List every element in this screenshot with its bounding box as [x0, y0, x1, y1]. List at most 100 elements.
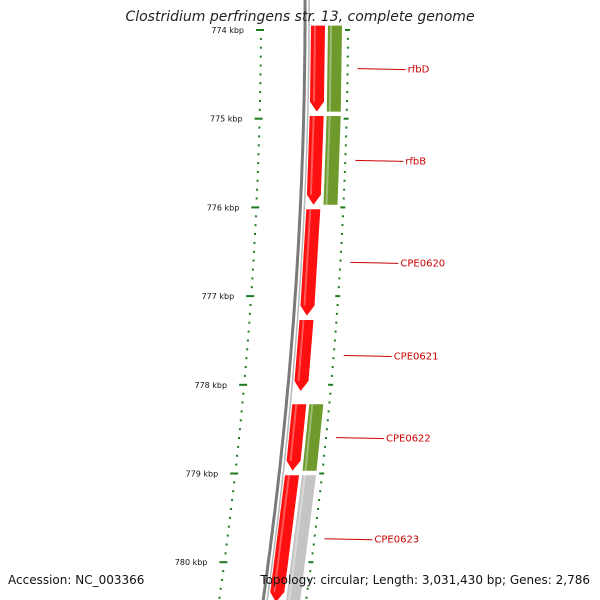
cog-track-green	[326, 25, 342, 112]
label-leaders	[324, 68, 406, 541]
tick-dot-right	[317, 508, 320, 510]
tick-dot-right	[309, 570, 312, 573]
gene-arrow-highlight	[273, 475, 290, 593]
tick-dot-right	[339, 259, 342, 262]
tick-dot-right	[338, 268, 341, 271]
tick-dot-left	[251, 277, 254, 280]
tick-dots	[218, 37, 349, 599]
tick-dot-left	[256, 179, 259, 182]
tick-dot-right	[325, 437, 327, 439]
tick-major-right	[345, 29, 350, 31]
tick-dot-right	[340, 241, 343, 244]
tick-dot-right	[344, 153, 347, 156]
gene-arrow	[300, 209, 321, 316]
tick-dot-left	[252, 259, 255, 262]
gene-label: CPE0620	[400, 258, 445, 269]
cog-track-highlight	[288, 475, 306, 600]
tick-dot-right	[342, 197, 345, 200]
tick-dot-right	[343, 179, 346, 182]
gene-arrow-highlight	[297, 319, 305, 382]
label-leader	[355, 159, 404, 162]
tick-dot-left	[254, 233, 256, 235]
tick-dot-right	[308, 578, 310, 581]
tick-dot-right	[312, 543, 315, 546]
cog-track-green	[323, 116, 341, 205]
label-leader	[343, 355, 392, 357]
tick-dot-right	[313, 534, 316, 537]
footer-bar: Accession: NC_003366 Topology: circular;…	[0, 573, 600, 593]
tick-dot-left	[247, 330, 250, 333]
tick-dot-left	[254, 224, 257, 227]
tick-dot-left	[253, 241, 256, 244]
tick-dot-right	[344, 144, 347, 147]
tick-dot-right	[331, 366, 334, 369]
tick-dot-right	[341, 224, 344, 227]
tick-dot-left	[240, 410, 243, 413]
label-leader	[357, 68, 406, 71]
gene-arrow	[270, 475, 299, 600]
tick-dot-right	[324, 445, 327, 448]
gene-arrow	[306, 116, 324, 205]
gene-label: rfbD	[408, 65, 430, 76]
tick-dot-left	[236, 454, 239, 457]
tick-label: 775 kbp	[210, 115, 243, 124]
tick-dot-right	[345, 126, 348, 129]
cog-track-highlight	[328, 25, 332, 112]
tick-dot-right	[306, 587, 309, 590]
tick-dot-left	[258, 135, 261, 138]
tick-dot-left	[238, 428, 241, 431]
tick-dot-left	[259, 37, 262, 40]
tick-dot-left	[259, 82, 262, 85]
tick-dot-left	[257, 162, 260, 165]
gene-label: CPE0622	[386, 434, 431, 445]
gene-arrow-highlight	[309, 116, 315, 195]
tick-dot-left	[246, 339, 249, 342]
feature-tracks	[261, 0, 342, 600]
tick-dot-left	[246, 348, 249, 351]
tick-dot-right	[319, 490, 322, 493]
map-title: Clostridium perfringens str. 13, complet…	[125, 9, 475, 25]
topology-text: Topology: circular; Length: 3,031,430 bp…	[260, 573, 590, 587]
tick-dot-left	[218, 596, 221, 599]
tick-dot-right	[325, 428, 328, 431]
tick-dot-right	[346, 55, 349, 58]
tick-dot-left	[257, 153, 260, 156]
label-leader	[335, 437, 385, 440]
tick-dot-right	[305, 596, 308, 599]
tick-dot-right	[346, 64, 349, 67]
tick-dot-left	[259, 100, 261, 102]
tick-dot-left	[249, 304, 252, 306]
tick-dot-right	[343, 170, 346, 173]
label-leader	[324, 538, 373, 541]
tick-dot-left	[254, 215, 257, 218]
tick-dot-left	[232, 490, 235, 493]
tick-major-left	[256, 29, 264, 31]
tick-dot-right	[337, 286, 340, 289]
tick-dot-right	[316, 516, 318, 519]
tick-dot-right	[320, 481, 323, 484]
tick-dot-right	[341, 215, 344, 218]
tick-dot-left	[235, 463, 238, 466]
tick-dot-left	[248, 321, 251, 324]
tick-dot-right	[346, 37, 349, 40]
tick-dot-right	[346, 82, 349, 85]
gene-arrow	[294, 320, 314, 391]
tick-dot-right	[333, 339, 336, 342]
tick-dot-right	[335, 321, 338, 324]
tick-dot-left	[224, 552, 227, 555]
gene-arrow-highlight	[313, 25, 316, 102]
tick-dot-left	[257, 144, 260, 147]
tick-dot-left	[230, 508, 233, 510]
tick-marks: 774 kbp 775 kbp 776 kbp 777 kbp 778 kbp 779 k…	[175, 26, 350, 567]
tick-dot-right	[326, 419, 329, 422]
gene-label: rfbB	[405, 156, 426, 167]
tick-dot-left	[259, 64, 262, 67]
tick-major-left	[239, 383, 248, 386]
tick-dot-right	[346, 46, 349, 49]
tick-dot-left	[241, 401, 244, 404]
tick-dot-right	[341, 233, 343, 235]
tick-dot-left	[248, 312, 251, 315]
tick-dot-left	[256, 188, 259, 191]
tick-dot-right	[338, 277, 341, 280]
tick-dot-left	[219, 587, 222, 590]
